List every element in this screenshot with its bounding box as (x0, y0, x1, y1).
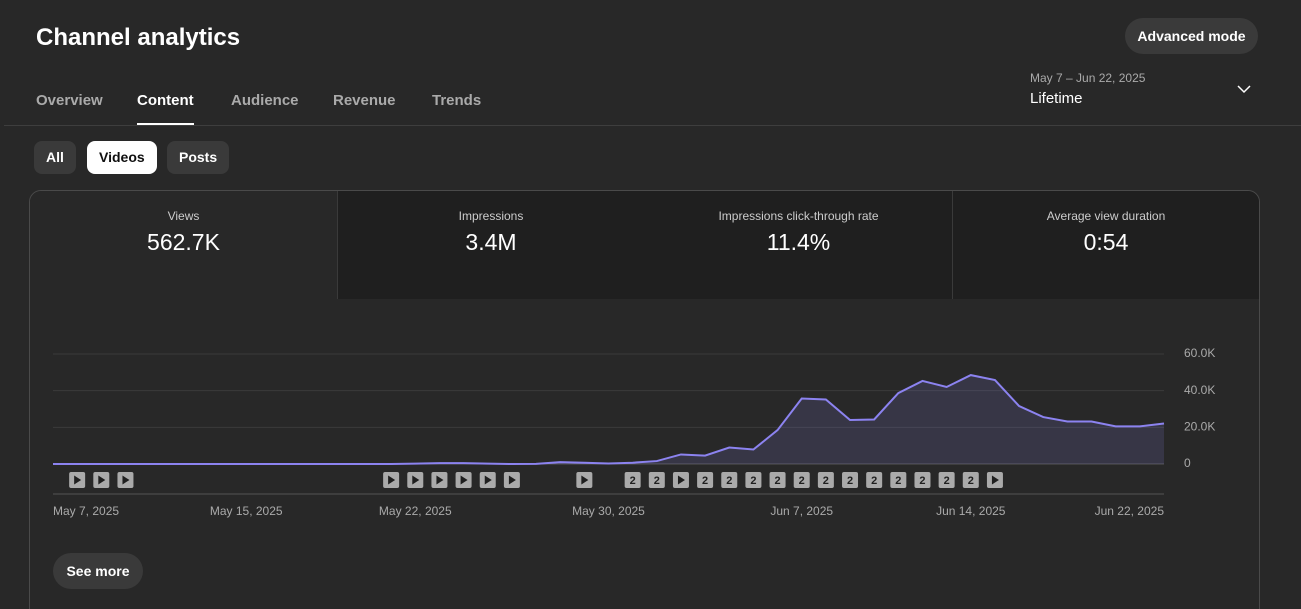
y-tick-label: 20.0K (1184, 420, 1215, 434)
upload-marker (624, 472, 641, 488)
see-more-button[interactable]: See more (53, 553, 143, 589)
play-icon (460, 475, 468, 485)
play-icon (436, 475, 444, 485)
area (53, 375, 1164, 464)
chart: 0 20.0K 40.0K 60.0K May 7, 2025 May 15, 2025 M… (53, 346, 1215, 518)
upload-count: 2 (847, 475, 853, 487)
play-icon (98, 475, 106, 485)
upload-count: 2 (654, 475, 660, 487)
upload-marker (793, 472, 810, 488)
upload-count: 2 (726, 475, 732, 487)
metric-value: 0:54 (1083, 229, 1129, 255)
x-tick-label: Jun 22, 2025 (1095, 504, 1165, 518)
metric-value: 11.4% (766, 229, 831, 255)
upload-count: 2 (702, 475, 708, 487)
metric-tab[interactable]: Impressions click-through rate 11.4% (645, 191, 953, 299)
upload-count: 2 (823, 475, 829, 487)
x-tick-label: Jun 7, 2025 (770, 504, 833, 518)
x-tick-label: May 30, 2025 (572, 504, 645, 518)
upload-marker (697, 472, 714, 488)
upload-count: 2 (968, 475, 974, 487)
play-icon (484, 475, 492, 485)
analytics-card: Views 562.7K Impressions 3.4M Impressions cl… (29, 190, 1260, 609)
tab[interactable]: Overview (36, 92, 103, 109)
play-icon (581, 475, 589, 485)
tab[interactable]: Revenue (333, 92, 396, 109)
tab[interactable]: Content (137, 92, 194, 125)
upload-marker (914, 472, 931, 488)
upload-count: 2 (871, 475, 877, 487)
page-title: Channel analytics (36, 24, 241, 51)
play-icon (412, 475, 420, 485)
upload-count: 2 (944, 475, 950, 487)
metric-tab[interactable]: Views 562.7K (30, 191, 338, 299)
upload-marker (866, 472, 883, 488)
x-tick-label: May 7, 2025 (53, 504, 119, 518)
upload-count: 2 (799, 475, 805, 487)
x-tick-label: May 22, 2025 (379, 504, 452, 518)
x-tick-label: May 15, 2025 (210, 504, 283, 518)
play-icon (508, 475, 516, 485)
upload-marker (745, 472, 762, 488)
play-icon (991, 475, 999, 485)
play-icon (122, 475, 130, 485)
upload-count: 2 (775, 475, 781, 487)
dropdown-chevron[interactable] (1236, 83, 1252, 97)
y-tick-label: 40.0K (1184, 383, 1215, 397)
upload-marker (938, 472, 955, 488)
upload-marker (721, 472, 738, 488)
line (53, 374, 1165, 466)
divider (4, 125, 1301, 126)
filter-chip[interactable]: All (34, 141, 76, 174)
play-icon (74, 475, 82, 485)
upload-count: 2 (630, 475, 636, 487)
upload-marker (648, 472, 665, 488)
upload-marker (769, 472, 786, 488)
y-tick-label: 60.0K (1184, 346, 1215, 360)
metric-tab[interactable]: Average view duration 0:54 (952, 191, 1259, 299)
y-tick-label: 0 (1184, 456, 1191, 470)
metric-label: Impressions (458, 209, 524, 223)
upload-count: 2 (919, 475, 925, 487)
upload-marker (962, 472, 979, 488)
metric-tab[interactable]: Impressions 3.4M (337, 191, 646, 299)
tab[interactable]: Trends (432, 92, 482, 109)
filter-chip[interactable]: Videos (87, 141, 157, 174)
tab[interactable]: Audience (231, 92, 299, 109)
date-range[interactable]: May 7 – Jun 22, 2025 (1030, 71, 1146, 85)
advanced-mode-button[interactable]: Advanced mode (1125, 18, 1258, 54)
upload-marker (817, 472, 834, 488)
metric-label: Impressions click-through rate (718, 209, 879, 223)
period[interactable]: Lifetime (1030, 90, 1083, 107)
metric-value: 3.4M (465, 229, 517, 255)
upload-count: 2 (750, 475, 756, 487)
filter-chip[interactable]: Posts (167, 141, 230, 174)
upload-count: 2 (895, 475, 901, 487)
upload-marker (842, 472, 859, 488)
metric-label: Average view duration (1046, 209, 1166, 223)
metric-value: 562.7K (147, 229, 220, 255)
x-tick-label: Jun 14, 2025 (936, 504, 1006, 518)
metric-label: Views (167, 209, 200, 223)
play-icon (677, 475, 685, 485)
upload-marker (890, 472, 907, 488)
play-icon (388, 475, 396, 485)
